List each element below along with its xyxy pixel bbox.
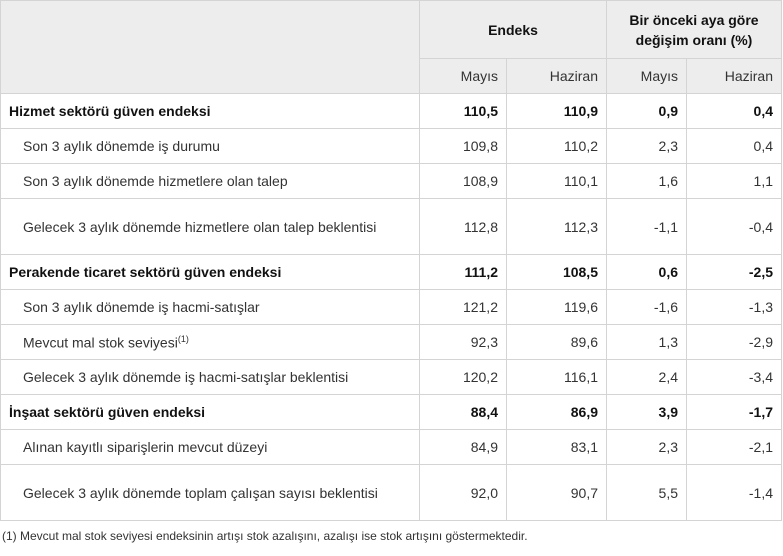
cell-value: 84,9 [419, 429, 507, 465]
cell-value: 109,8 [419, 128, 507, 164]
header-sub-haziran-change: Haziran [685, 58, 783, 94]
header-change-rate: Bir önceki aya göre değişim oranı (%) [605, 0, 783, 59]
header-endeks: Endeks [419, 0, 607, 59]
cell-value: -1,6 [606, 289, 687, 325]
cell-value: -2,1 [685, 429, 783, 465]
cell-value: 1,1 [685, 163, 783, 199]
cell-value: 112,8 [419, 198, 507, 255]
confidence-index-table: Endeks Bir önceki aya göre değişim oranı … [0, 0, 783, 521]
header-sub-haziran-index: Haziran [506, 58, 607, 94]
row-label-with-footnote: Mevcut mal stok seviyesi(1) [0, 324, 420, 360]
table-header: Endeks Bir önceki aya göre değişim oranı … [0, 0, 783, 94]
cell-value: 3,9 [606, 394, 687, 430]
cell-value: 92,3 [419, 324, 507, 360]
header-change-line1: Bir önceki aya göre [629, 11, 759, 28]
cell-value: 116,1 [506, 359, 607, 395]
row-label: İnşaat sektörü güven endeksi [0, 394, 420, 430]
row-label: Perakende ticaret sektörü güven endeksi [0, 254, 420, 290]
footnote-marker: (1) [177, 333, 189, 344]
row-label: Mevcut mal stok seviyesi [23, 334, 178, 351]
row-label: Hizmet sektörü güven endeksi [0, 93, 420, 129]
cell-value: 88,4 [419, 394, 507, 430]
cell-value: 92,0 [419, 464, 507, 521]
row-label: Gelecek 3 aylık dönemde iş hacmi-satışla… [0, 359, 420, 395]
cell-value: 112,3 [506, 198, 607, 255]
cell-value: 89,6 [506, 324, 607, 360]
cell-value: -3,4 [685, 359, 783, 395]
table-row: Hizmet sektörü güven endeksi 110,5 110,9… [0, 93, 783, 129]
cell-value: 90,7 [506, 464, 607, 521]
cell-value: 119,6 [506, 289, 607, 325]
cell-value: 2,3 [606, 429, 687, 465]
cell-value: 120,2 [419, 359, 507, 395]
header-sub-mayis-change: Mayıs [606, 58, 687, 94]
cell-value: 2,3 [606, 128, 687, 164]
footnote: (1) Mevcut mal stok seviyesi endeksinin … [2, 529, 528, 543]
table-row: Perakende ticaret sektörü güven endeksi … [0, 254, 783, 290]
header-change-line2: değişim oranı (%) [635, 31, 753, 48]
cell-value: 1,6 [606, 163, 687, 199]
cell-value: 111,2 [419, 254, 507, 290]
table-body: Hizmet sektörü güven endeksi 110,5 110,9… [0, 93, 783, 521]
cell-value: 86,9 [506, 394, 607, 430]
cell-value: 110,5 [419, 93, 507, 129]
row-label: Gelecek 3 aylık dönemde hizmetlere olan … [0, 198, 420, 255]
cell-value: 110,9 [506, 93, 607, 129]
header-blank-cell [0, 0, 420, 94]
cell-value: 1,3 [606, 324, 687, 360]
cell-value: 110,1 [506, 163, 607, 199]
cell-value: 5,5 [606, 464, 687, 521]
table-row: Son 3 aylık dönemde iş hacmi-satışlar 12… [0, 289, 783, 325]
cell-value: -0,4 [685, 198, 783, 255]
row-label: Son 3 aylık dönemde hizmetlere olan tale… [0, 163, 420, 199]
table-row: İnşaat sektörü güven endeksi 88,4 86,9 3… [0, 394, 783, 430]
cell-value: 0,4 [685, 128, 783, 164]
cell-value: -2,9 [685, 324, 783, 360]
cell-value: -1,1 [606, 198, 687, 255]
table-row: Mevcut mal stok seviyesi(1) 92,3 89,6 1,… [0, 324, 783, 360]
cell-value: -2,5 [685, 254, 783, 290]
table-row: Son 3 aylık dönemde iş durumu 109,8 110,… [0, 128, 783, 164]
cell-value: 108,5 [506, 254, 607, 290]
row-label: Son 3 aylık dönemde iş hacmi-satışlar [0, 289, 420, 325]
table-row: Gelecek 3 aylık dönemde hizmetlere olan … [0, 198, 783, 255]
cell-value: 121,2 [419, 289, 507, 325]
cell-value: 0,6 [606, 254, 687, 290]
cell-value: -1,7 [685, 394, 783, 430]
row-label: Gelecek 3 aylık dönemde toplam çalışan s… [0, 464, 420, 521]
table-row: Son 3 aylık dönemde hizmetlere olan tale… [0, 163, 783, 199]
row-label: Alınan kayıtlı siparişlerin mevcut düzey… [0, 429, 420, 465]
cell-value: -1,4 [685, 464, 783, 521]
cell-value: 2,4 [606, 359, 687, 395]
cell-value: 0,4 [685, 93, 783, 129]
header-sub-mayis-index: Mayıs [419, 58, 507, 94]
row-label: Son 3 aylık dönemde iş durumu [0, 128, 420, 164]
cell-value: 108,9 [419, 163, 507, 199]
cell-value: 0,9 [606, 93, 687, 129]
table-row: Alınan kayıtlı siparişlerin mevcut düzey… [0, 429, 783, 465]
confidence-index-table-container: Endeks Bir önceki aya göre değişim oranı … [0, 0, 783, 543]
cell-value: 83,1 [506, 429, 607, 465]
table-row: Gelecek 3 aylık dönemde iş hacmi-satışla… [0, 359, 783, 395]
cell-value: 110,2 [506, 128, 607, 164]
table-row: Gelecek 3 aylık dönemde toplam çalışan s… [0, 464, 783, 521]
cell-value: -1,3 [685, 289, 783, 325]
